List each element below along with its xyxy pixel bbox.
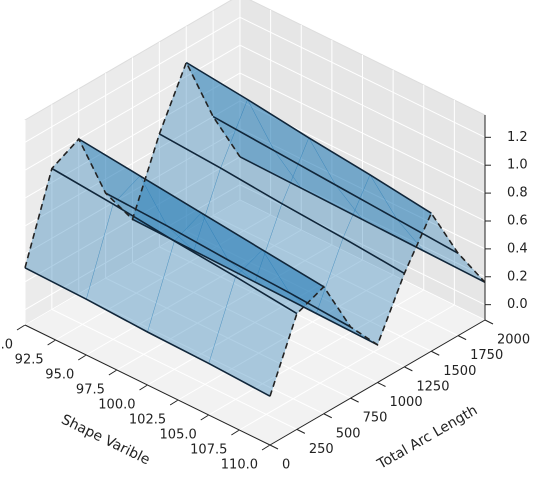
- grid-line: [212, 215, 459, 337]
- y-tick: [404, 366, 413, 372]
- x-tick-label: 102.5: [129, 413, 166, 428]
- z-tick-label: 0.8: [507, 186, 528, 201]
- x-tick: [139, 384, 148, 391]
- z-tick-label: 0.2: [507, 269, 528, 284]
- axis-line: [269, 319, 486, 446]
- grid-line: [24, 100, 241, 227]
- surface-edge: [269, 211, 486, 397]
- x-tick-label: 107.5: [190, 443, 227, 458]
- z-tick-label: 0.4: [507, 241, 528, 256]
- x-tick: [261, 444, 271, 451]
- surface-line: [185, 61, 432, 214]
- y-tick-label: 1750: [470, 348, 503, 363]
- y-tick-label: 0: [282, 458, 290, 473]
- y-tick-label: 2000: [497, 333, 530, 348]
- surface-line: [78, 138, 325, 288]
- grid-line: [239, 44, 486, 166]
- grid-line: [24, 72, 241, 199]
- z-tick-label: 0.6: [507, 213, 528, 228]
- y-tick: [323, 413, 332, 419]
- grid-line: [239, 16, 486, 138]
- x-tick-label: 110.0: [221, 458, 258, 473]
- grid-line: [51, 308, 298, 430]
- x-tick: [169, 399, 179, 406]
- grid-line: [24, 128, 241, 255]
- grid-line: [159, 246, 405, 368]
- surface-line: [239, 156, 486, 284]
- surface-edge: [24, 60, 241, 269]
- axis-line: [24, 324, 271, 446]
- x-tick: [108, 369, 118, 376]
- grid-line: [239, 128, 486, 250]
- x-tick-label: 100.0: [98, 398, 135, 413]
- x-tick-label: 92.5: [15, 353, 44, 368]
- grid-line: [132, 262, 378, 383]
- x-tick-label: 105.0: [160, 428, 197, 443]
- y-tick: [377, 382, 386, 387]
- grid-line: [24, 16, 241, 143]
- y-tick-label: 250: [309, 442, 334, 457]
- x-tick: [77, 354, 87, 361]
- grid-line: [105, 277, 351, 399]
- z-tick-label: 1.2: [507, 130, 528, 145]
- x-tick-label: 97.5: [76, 383, 105, 398]
- x-tick-label: 95.0: [45, 368, 74, 383]
- surface-line: [212, 115, 459, 254]
- x-tick: [231, 429, 240, 436]
- y-tick-label: 1250: [416, 379, 449, 394]
- surface-line: [132, 218, 378, 346]
- grid-line: [239, 199, 486, 321]
- x-tick: [47, 339, 56, 346]
- y-tick-label: 1000: [390, 395, 423, 410]
- grid-line: [239, 184, 486, 306]
- z-tick-label: 1.0: [507, 158, 528, 173]
- y-axis-label: Total Arc Length: [374, 402, 480, 473]
- surface-line: [159, 133, 405, 275]
- y-tick: [431, 350, 440, 356]
- grid-line: [24, 184, 241, 311]
- grid-line: [239, 72, 486, 194]
- x-tick: [16, 324, 26, 331]
- y-tick: [296, 428, 306, 434]
- y-tick-label: 1500: [443, 364, 476, 379]
- y-tick: [269, 444, 279, 450]
- grid-line: [78, 293, 324, 415]
- surface-line: [24, 267, 271, 397]
- grid-line: [24, 44, 241, 171]
- grid-line: [239, 156, 486, 278]
- x-tick: [200, 414, 210, 421]
- grid-line: [186, 230, 432, 352]
- surface-line: [105, 192, 351, 328]
- y-tick: [457, 335, 467, 341]
- z-tick-label: 0.0: [507, 297, 528, 312]
- y-tick: [350, 397, 359, 403]
- x-tick-label: 90.0: [0, 338, 13, 353]
- y-tick: [484, 319, 494, 325]
- y-tick-label: 500: [336, 426, 361, 441]
- y-tick-label: 750: [363, 411, 388, 426]
